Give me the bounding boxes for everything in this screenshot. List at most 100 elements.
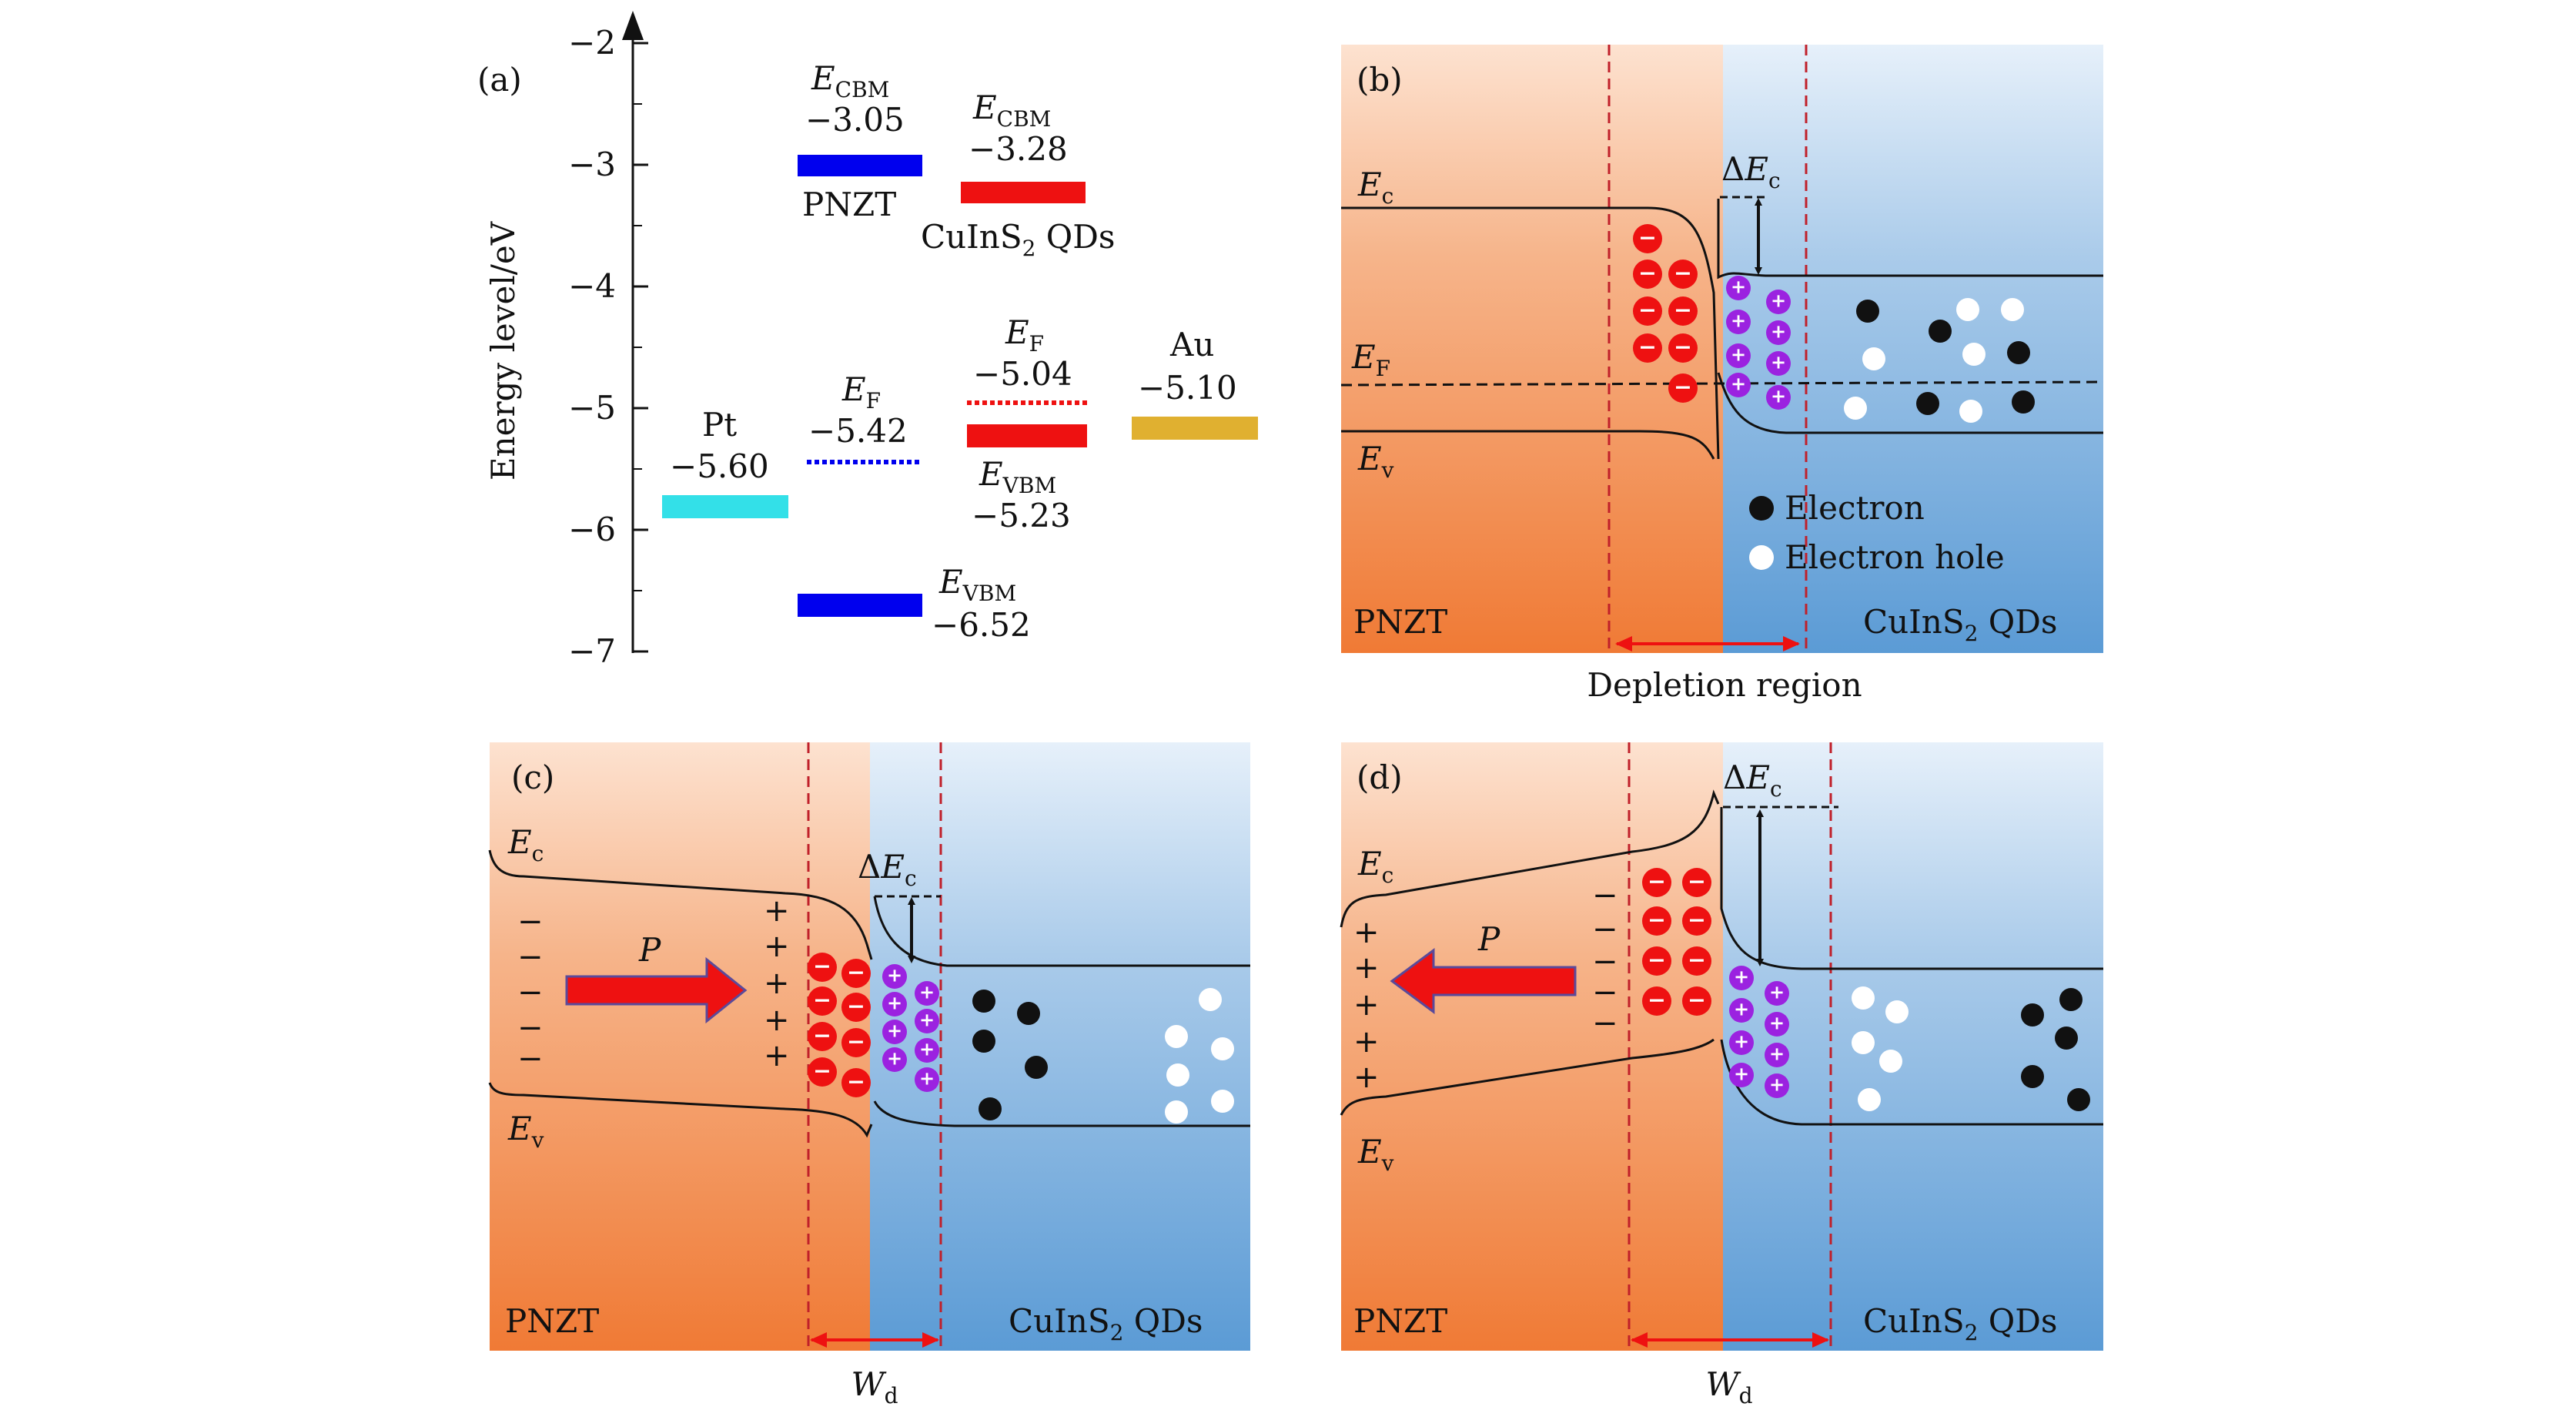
valence-band-qd [1720, 1039, 2103, 1126]
negative-ion-icon [808, 1022, 837, 1051]
ef-label: EF [1351, 338, 1390, 381]
ev-label: Ev [507, 1110, 544, 1153]
polarization-label: P [1477, 920, 1500, 958]
svg-text:+: + [1353, 950, 1380, 986]
positive-ion-icon [1765, 1073, 1789, 1098]
depletion-ions: −−−−−−−−++++++++ [808, 953, 939, 1097]
hole-dot [2001, 298, 2024, 321]
pt-value: −5.60 [670, 447, 769, 485]
electron-dot [2059, 988, 2083, 1011]
plus-sign: + [1731, 310, 1746, 332]
electron-dot [2055, 1027, 2078, 1050]
tick-label: −2 [568, 24, 616, 62]
legend-electron: Electron [1785, 489, 1925, 527]
minus-sign: − [1674, 374, 1692, 400]
electron-dot [1025, 1056, 1048, 1079]
minus-sign: − [1688, 907, 1706, 933]
positive-ion-icon [1729, 1030, 1754, 1055]
positive-ion-icon [915, 1067, 939, 1092]
svg-text:+: + [764, 1003, 790, 1038]
plus-sign: + [1771, 352, 1786, 373]
svg-text:+: + [764, 1038, 790, 1073]
pnzt-name: PNZT [802, 186, 896, 223]
svg-text:−: − [1592, 975, 1618, 1010]
polarization-arrow-left-icon [1390, 948, 1577, 1014]
pnzt-vbm-symbol: EVBM [938, 563, 1016, 606]
plus-sign: + [1771, 321, 1786, 343]
conduction-band-qd [1720, 807, 2103, 970]
pt-work-function-bar [662, 495, 788, 518]
carriers [1852, 986, 2090, 1111]
pnzt-region-label: PNZT [1353, 603, 1447, 641]
hole-dot [1852, 1031, 1875, 1054]
ev-label: Ev [1357, 1133, 1394, 1176]
axis-tick-labels: −2 −3 −4 −5 −6 −7 [568, 24, 616, 670]
negative-ion-icon [808, 1057, 837, 1087]
positive-ion-icon [882, 1020, 907, 1044]
negative-ion-icon [1668, 260, 1698, 289]
hole-dot [1211, 1090, 1234, 1113]
positive-ion-icon [1766, 290, 1791, 314]
negative-ion-icon [841, 993, 871, 1022]
hole-dot [1862, 347, 1885, 370]
bound-charges-right: + + + + + [764, 893, 790, 1073]
electron-dot [1916, 392, 1939, 415]
panel-b: (b) Ec EF Ev ΔEc −−−−−−−−++++++++ Electr… [1340, 45, 2104, 704]
depletion-ions: −−−−−−−−++++++++ [1633, 224, 1791, 410]
positive-ion-icon [1765, 1043, 1789, 1067]
positive-ion-icon [1726, 276, 1751, 300]
negative-ion-icon [1682, 946, 1711, 976]
positive-ion-icon [915, 1038, 939, 1063]
plus-sign: + [919, 982, 935, 1003]
pnzt-vbm-bar [798, 594, 922, 617]
positive-ion-icon [1766, 385, 1791, 410]
panel-a: (a) −2 −3 −4 −5 −6 −7 Energy level/eV [477, 11, 1258, 670]
hole-dot [1956, 298, 1979, 321]
minus-sign: − [847, 960, 865, 985]
pnzt-ef-symbol: EF [841, 370, 881, 414]
negative-ion-icon [1682, 986, 1711, 1016]
plus-sign: + [1769, 982, 1785, 1003]
delta-ec-label: ΔEc [1723, 759, 1782, 802]
electron-dot [979, 1097, 1002, 1120]
negative-ion-icon [1668, 296, 1698, 326]
qd-name: CuInS2 QDs [921, 218, 1115, 261]
legend-hole: Electron hole [1785, 538, 2005, 576]
minus-sign: − [813, 1023, 831, 1048]
qd-region-label: CuInS2 QDs [1863, 603, 2057, 646]
depletion-width-label: Wd [851, 1365, 898, 1408]
pnzt-cbm-symbol: ECBM [811, 59, 889, 102]
plus-sign: + [887, 1020, 902, 1042]
negative-ion-icon [808, 953, 837, 982]
hole-dot [1844, 397, 1867, 420]
axis-ticks [633, 42, 648, 653]
minus-sign: − [1648, 907, 1666, 933]
negative-ion-icon [1642, 906, 1671, 936]
panel-d-label: (d) [1357, 759, 1403, 796]
valence-band-pnzt [488, 1082, 873, 1138]
plus-sign: + [1731, 344, 1746, 366]
minus-sign: − [1674, 260, 1692, 286]
qd-vbm-bar [967, 424, 1087, 447]
minus-sign: − [1638, 260, 1657, 286]
minus-sign: − [1638, 225, 1657, 250]
qd-vbm-value: −5.23 [972, 497, 1071, 534]
plus-sign: + [887, 1048, 902, 1070]
minus-sign: − [1648, 987, 1666, 1013]
hole-dot [1858, 1088, 1881, 1111]
minus-sign: − [813, 987, 831, 1013]
qd-region [1723, 45, 2103, 653]
tick-label: −5 [568, 389, 616, 427]
pnzt-ef-value: −5.42 [808, 412, 908, 450]
svg-text:+: + [764, 929, 790, 964]
negative-ion-icon [1668, 373, 1698, 403]
negative-ion-icon [841, 1068, 871, 1097]
minus-sign: − [1648, 947, 1666, 973]
polarization-label: P [638, 931, 661, 969]
hole-dot [1199, 988, 1222, 1011]
bound-charges-right: − − − − − [1592, 878, 1618, 1041]
hole-legend-icon [1749, 545, 1774, 570]
electron-dot [1017, 1002, 1040, 1025]
positive-ion-icon [1765, 981, 1789, 1006]
